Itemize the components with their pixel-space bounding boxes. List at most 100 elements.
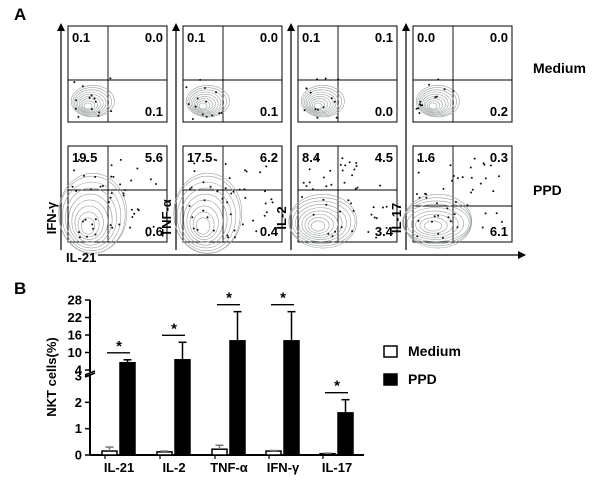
- contour-line: [74, 89, 110, 116]
- contour-line: [77, 211, 100, 238]
- event-dot: [129, 226, 132, 229]
- event-dot: [206, 216, 209, 219]
- flow-plot-medium-2: 0.1 0.1 0.0: [297, 25, 398, 123]
- contour-line: [75, 91, 107, 115]
- contour-line: [288, 197, 356, 247]
- event-dot: [416, 193, 418, 195]
- event-dot: [196, 97, 199, 100]
- event-dot: [241, 223, 244, 226]
- event-dot: [255, 230, 258, 233]
- contour-line: [310, 98, 328, 112]
- event-dot: [110, 164, 113, 167]
- contour-line: [419, 89, 455, 116]
- bar-group-0: * IL-21: [101, 338, 136, 475]
- event-dot: [110, 110, 113, 113]
- contour-line: [300, 85, 345, 118]
- flow-plot-medium-3: 0.0 0.0 0.2: [412, 25, 513, 123]
- event-dot: [452, 175, 455, 177]
- event-dot: [191, 118, 194, 120]
- event-dot: [131, 216, 134, 218]
- event-dot: [333, 100, 336, 103]
- quadrant-upper-left-value: 8.4: [302, 150, 321, 165]
- bar-ppd: [283, 340, 300, 456]
- plot-frame: [67, 145, 168, 243]
- contour-line: [420, 91, 452, 115]
- event-dot: [470, 191, 473, 194]
- contour-line: [195, 98, 213, 112]
- event-dot: [193, 162, 196, 165]
- event-dot: [331, 235, 334, 238]
- event-dot: [203, 199, 206, 202]
- x-axis-label-il21: IL-21: [66, 250, 96, 265]
- event-dot: [78, 158, 81, 161]
- event-dot: [226, 201, 229, 204]
- event-dot: [224, 163, 227, 165]
- significance-marker: *: [226, 290, 232, 307]
- contour-line: [71, 199, 109, 243]
- event-dot: [187, 103, 190, 106]
- event-dot: [146, 234, 149, 237]
- quadrant-upper-left-value: 0.1: [72, 30, 90, 45]
- y-tick-label: 0: [75, 448, 82, 463]
- event-dot: [382, 206, 384, 209]
- event-dot: [355, 165, 358, 167]
- event-dot: [301, 196, 303, 198]
- contour-line: [423, 96, 446, 113]
- event-dot: [152, 225, 155, 228]
- event-dot: [194, 105, 197, 108]
- event-dot: [265, 211, 268, 214]
- event-dot: [455, 201, 457, 203]
- contour-line: [305, 91, 337, 115]
- event-dot: [415, 107, 418, 110]
- event-dot: [71, 185, 74, 188]
- legend-label-ppd: PPD: [408, 371, 437, 387]
- event-dot: [354, 187, 357, 190]
- event-dot: [90, 108, 93, 111]
- event-dot: [118, 223, 121, 226]
- event-dot: [130, 179, 133, 182]
- event-dot: [305, 185, 308, 188]
- event-dot: [109, 224, 112, 227]
- event-dot: [375, 236, 378, 239]
- event-dot: [122, 194, 125, 197]
- contour-line: [292, 200, 352, 245]
- y-tick-label: 16: [68, 328, 82, 343]
- flow-plot-medium-0: 0.1 0.0 0.1: [67, 25, 168, 123]
- contour-line: [189, 205, 219, 240]
- contour-line: [70, 85, 115, 118]
- contour-line: [189, 89, 225, 116]
- event-dot: [317, 108, 319, 111]
- contour-line: [65, 187, 117, 249]
- event-dot: [437, 78, 440, 81]
- contour-line: [58, 172, 128, 254]
- event-dot: [309, 91, 312, 94]
- event-dot: [191, 216, 194, 219]
- y-axis-label-0: IFN-γ: [44, 201, 59, 234]
- quadrant-lower-right-value: 6.1: [490, 224, 508, 239]
- contour-line: [197, 100, 211, 111]
- event-dot: [234, 236, 236, 239]
- y-axis-label-2: IL-2: [274, 206, 289, 229]
- significance-marker: *: [171, 320, 177, 337]
- event-dot: [75, 99, 78, 102]
- y-tick-label: 28: [68, 293, 82, 308]
- contour-line: [417, 87, 457, 117]
- event-dot: [94, 218, 97, 221]
- contour-line: [192, 211, 215, 238]
- flow-plot-ppd-2: 8.4 4.5 3.4: [288, 145, 398, 249]
- y-axis-label: NKT cells(%): [44, 337, 59, 416]
- contour-line: [307, 217, 330, 234]
- event-dot: [244, 169, 246, 172]
- contour-line: [307, 93, 334, 114]
- bar-medium: [265, 450, 282, 456]
- event-dot: [202, 209, 205, 212]
- event-dot: [226, 234, 229, 237]
- event-dot: [419, 104, 422, 107]
- event-dot: [99, 185, 102, 188]
- event-dot: [211, 114, 214, 117]
- event-dot: [189, 188, 192, 191]
- contour-line: [406, 207, 464, 240]
- event-dot: [484, 177, 487, 180]
- legend-swatch-ppd: [383, 373, 398, 386]
